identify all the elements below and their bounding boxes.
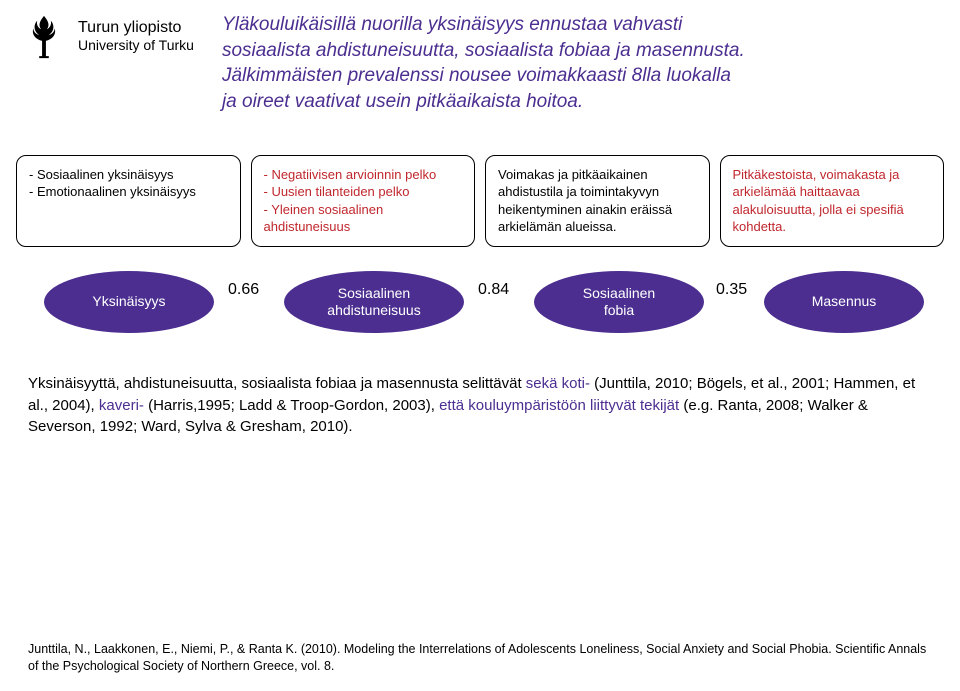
para-text: , <box>431 397 439 414</box>
box-line: - Negatiivisen arvioinnin pelko <box>264 166 463 184</box>
box-line: - Emotionaalinen yksinäisyys <box>29 183 228 201</box>
box-line: - Uusien tilanteiden pelko <box>264 183 463 201</box>
path-edge-label: 0.84 <box>478 281 509 299</box>
path-diagram: YksinäisyysSosiaalinenahdistuneisuusSosi… <box>0 247 960 337</box>
headline-line: Jälkimmäisten prevalenssi nousee voimakk… <box>222 65 731 86</box>
box-line: - Yleinen sosiaalinen ahdistuneisuus <box>264 201 463 236</box>
path-edge-label: 0.66 <box>228 281 259 299</box>
box-line: Pitkäkestoista, voimakasta ja arkielämää… <box>733 166 932 236</box>
path-node-label: fobia <box>604 302 634 319</box>
torch-logo-icon <box>20 12 68 60</box>
headline-line: Yläkouluikäisillä nuorilla yksinäisyys e… <box>222 14 682 35</box>
headline-line: ja oireet vaativat usein pitkäaikaista h… <box>222 91 583 112</box>
path-diagram-inner: YksinäisyysSosiaalinenahdistuneisuusSosi… <box>16 271 944 337</box>
para-keyword-home: sekä koti- <box>526 375 594 392</box>
university-logo-block: Turun yliopisto University of Turku <box>20 12 194 60</box>
path-node-n3: Sosiaalinenfobia <box>534 271 704 333</box>
path-node-label: ahdistuneisuus <box>327 302 420 319</box>
box-line: - Sosiaalinen yksinäisyys <box>29 166 228 184</box>
path-node-label: Sosiaalinen <box>338 285 410 302</box>
box-line: Voimakas ja pitkäaikainen ahdistustila j… <box>498 166 697 236</box>
definition-boxes-row: - Sosiaalinen yksinäisyys - Emotionaalin… <box>0 115 960 247</box>
path-node-label: Sosiaalinen <box>583 285 655 302</box>
path-node-n1: Yksinäisyys <box>44 271 214 333</box>
university-name-en: University of Turku <box>78 37 194 53</box>
explanatory-paragraph: Yksinäisyyttä, ahdistuneisuutta, sosiaal… <box>0 337 960 438</box>
para-text: , <box>91 397 99 414</box>
headline-line: sosiaalista ahdistuneisuutta, sosiaalist… <box>222 40 745 61</box>
university-names: Turun yliopisto University of Turku <box>78 19 194 53</box>
definition-box-depression: Pitkäkestoista, voimakasta ja arkielämää… <box>720 155 945 247</box>
path-node-label: Masennus <box>812 293 877 310</box>
definition-box-social-anxiety: - Negatiivisen arvioinnin pelko - Uusien… <box>251 155 476 247</box>
para-cite: (Harris,1995; Ladd & Troop-Gordon, 2003) <box>148 397 431 414</box>
para-keyword-peer: kaveri- <box>99 397 148 414</box>
definition-box-loneliness: - Sosiaalinen yksinäisyys - Emotionaalin… <box>16 155 241 247</box>
path-node-n4: Masennus <box>764 271 924 333</box>
path-node-label: Yksinäisyys <box>92 293 165 310</box>
bottom-citation: Junttila, N., Laakkonen, E., Niemi, P., … <box>28 641 932 675</box>
header: Turun yliopisto University of Turku Yläk… <box>0 0 960 115</box>
path-node-n2: Sosiaalinenahdistuneisuus <box>284 271 464 333</box>
headline-text: Yläkouluikäisillä nuorilla yksinäisyys e… <box>212 12 745 115</box>
university-name-fi: Turun yliopisto <box>78 19 194 37</box>
path-edge-label: 0.35 <box>716 281 747 299</box>
definition-box-social-phobia: Voimakas ja pitkäaikainen ahdistustila j… <box>485 155 710 247</box>
para-keyword-school: että kouluympäristöön liittyvät tekijät <box>439 397 683 414</box>
para-text: Yksinäisyyttä, ahdistuneisuutta, sosiaal… <box>28 375 526 392</box>
